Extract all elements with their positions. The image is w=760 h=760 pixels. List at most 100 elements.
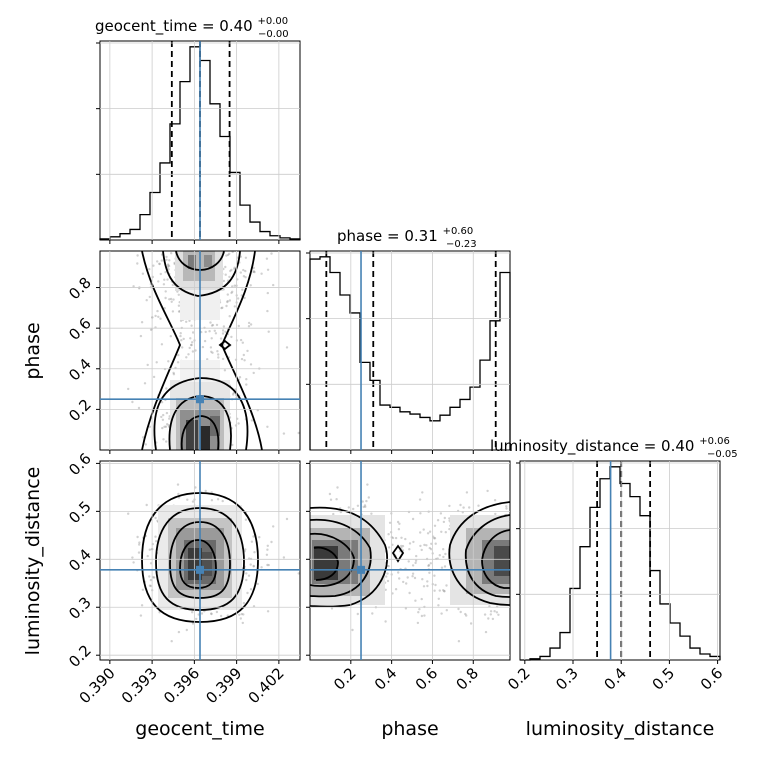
sample-point — [221, 357, 225, 361]
sample-point — [210, 324, 214, 327]
sample-point — [164, 425, 168, 428]
panel-hist-luminosity-distance — [519, 460, 721, 661]
sample-point — [148, 548, 151, 551]
sample-point — [160, 259, 163, 262]
sample-point — [433, 589, 436, 592]
sample-point — [361, 500, 364, 503]
sample-point — [497, 613, 500, 616]
title-luminosity-distance-minus: −0.05 — [707, 449, 738, 460]
sample-point — [413, 576, 417, 580]
sample-point — [457, 607, 460, 611]
sample-point — [487, 617, 490, 620]
sample-point — [146, 363, 149, 367]
sample-point — [336, 486, 339, 489]
sample-point — [493, 499, 497, 502]
sample-point — [234, 388, 237, 391]
sample-point — [440, 612, 443, 615]
sample-point — [231, 251, 234, 254]
sample-point — [230, 335, 233, 339]
sample-point — [408, 591, 411, 595]
sample-point — [445, 609, 448, 612]
sample-point — [388, 521, 392, 524]
sample-point — [265, 553, 269, 556]
sample-point — [241, 288, 244, 291]
sample-point — [155, 361, 158, 364]
sample-point — [146, 554, 149, 558]
sample-point — [233, 305, 236, 308]
sample-point — [285, 346, 289, 349]
tick-label-y: 0.6 — [65, 449, 95, 479]
contour-line — [464, 514, 510, 598]
sample-point — [272, 283, 275, 287]
sample-point — [266, 544, 269, 547]
sample-point — [397, 571, 400, 574]
sample-point — [423, 614, 426, 617]
sample-point — [391, 536, 395, 540]
sample-point — [371, 612, 374, 615]
sample-point — [168, 298, 171, 301]
sample-point — [154, 516, 157, 520]
sample-point — [418, 608, 421, 611]
sample-point — [233, 284, 236, 287]
sample-point — [244, 269, 247, 273]
tick-label-x: 0.399 — [202, 664, 245, 707]
tick-label-x: 0.4 — [600, 664, 630, 694]
sample-point — [433, 537, 437, 540]
sample-point — [211, 323, 215, 327]
sample-point — [394, 536, 398, 540]
sample-point — [459, 610, 462, 614]
sample-point — [231, 393, 235, 396]
sample-point — [148, 584, 152, 587]
sample-point — [282, 432, 286, 435]
truth-marker — [357, 565, 366, 574]
sample-point — [190, 343, 193, 347]
sample-point — [244, 518, 248, 521]
sample-point — [425, 544, 428, 547]
sample-point — [221, 332, 225, 335]
sample-point — [276, 522, 278, 524]
sample-point — [136, 254, 139, 257]
contour-line — [313, 546, 339, 581]
sample-point — [139, 614, 143, 617]
sample-point — [239, 271, 242, 274]
sample-point — [164, 296, 167, 300]
sample-point — [145, 503, 148, 507]
sample-point — [177, 304, 181, 307]
sample-point — [448, 517, 451, 520]
sample-point — [185, 356, 188, 359]
sample-point — [362, 505, 365, 509]
sample-point — [384, 588, 387, 591]
sample-point — [415, 554, 418, 558]
sample-point — [420, 614, 424, 618]
sample-point — [267, 563, 270, 567]
sample-point — [168, 417, 171, 420]
sample-point — [242, 268, 245, 272]
sample-point — [163, 425, 166, 428]
sample-point — [211, 351, 214, 354]
tick-label-x: 0.393 — [118, 664, 161, 707]
sample-point — [448, 527, 451, 531]
sample-point — [210, 612, 213, 615]
sample-point — [237, 422, 240, 425]
density-cell — [200, 426, 210, 450]
sample-point — [216, 498, 220, 501]
sample-point — [243, 296, 246, 300]
sample-point — [241, 341, 244, 344]
sample-point — [347, 506, 350, 509]
sample-point — [217, 356, 220, 359]
sample-point — [180, 339, 183, 342]
sample-point — [365, 499, 368, 503]
xlabel-luminosity-distance: luminosity_distance — [526, 718, 715, 740]
sample-point — [267, 330, 270, 333]
sample-point — [426, 532, 430, 535]
sample-point — [201, 345, 205, 349]
tick-label-x: 0.3 — [552, 664, 582, 694]
sample-point — [236, 297, 240, 300]
panel-frame-phase-luminosity-distance — [309, 460, 511, 661]
sample-point — [505, 507, 508, 510]
sample-point — [140, 604, 144, 607]
sample-point — [182, 337, 185, 341]
sample-point — [144, 443, 147, 446]
tick-label-x: 0.390 — [76, 664, 119, 707]
sample-point — [172, 298, 175, 301]
